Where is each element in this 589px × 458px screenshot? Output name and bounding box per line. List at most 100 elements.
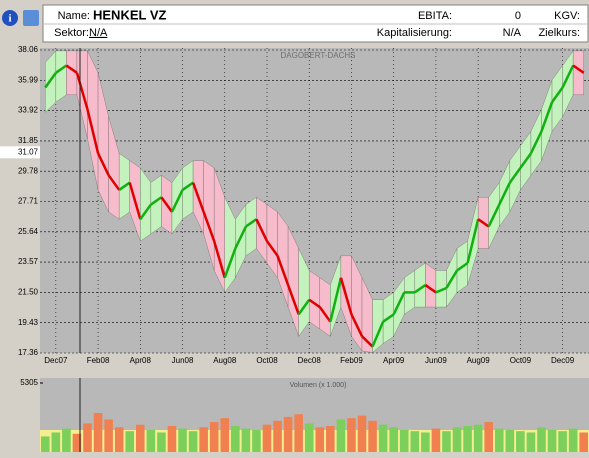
price-segment [118, 181, 131, 191]
volume-bar [484, 422, 493, 452]
volume-bar [547, 429, 557, 452]
price-segment [508, 167, 522, 184]
price-segment [456, 262, 469, 272]
price-segment [96, 152, 110, 176]
band-segment [573, 50, 584, 95]
price-segment [65, 64, 78, 74]
price-segment [414, 284, 427, 294]
refresh-icon[interactable] [23, 10, 39, 26]
x-tick-label: Feb09 [340, 356, 363, 365]
volume-bar [431, 428, 441, 452]
volume-bar [505, 429, 515, 452]
volume-bar [473, 424, 483, 452]
price-segment [160, 196, 173, 213]
volume-bar [410, 431, 420, 452]
price-segment [529, 130, 543, 154]
volume-bar [357, 415, 367, 452]
volume-bar [516, 431, 525, 452]
price-segment [519, 152, 532, 169]
price-segment [561, 64, 575, 89]
price-segment [382, 313, 395, 323]
volume-bar [336, 419, 346, 452]
marker-label: 31.07 [18, 147, 39, 156]
volume-bar [262, 424, 272, 452]
volume-bar [494, 428, 504, 452]
price-segment [551, 86, 564, 103]
volume-bar [104, 419, 113, 452]
x-tick-label: Oct09 [510, 356, 532, 365]
volume-bar [283, 416, 293, 452]
price-segment [445, 269, 459, 289]
volume-bar [209, 422, 219, 452]
volume-bar [125, 431, 135, 452]
price-segment [276, 255, 290, 286]
volume-bar [452, 427, 462, 452]
volume-bar [220, 418, 230, 452]
volume-bar [241, 428, 251, 452]
volume-bar [315, 427, 325, 452]
price-segment [361, 335, 374, 348]
y-tick-label: 19.43 [18, 318, 39, 327]
info-glyph: i [8, 13, 11, 25]
x-tick-label: Dec09 [551, 356, 575, 365]
x-tick-label: Apr08 [130, 356, 152, 365]
price-segment [318, 306, 332, 323]
kap-value: N/A [503, 27, 522, 39]
price-segment [424, 284, 437, 294]
volume-band [40, 430, 589, 452]
volume-bar [41, 436, 50, 452]
price-segment [202, 211, 216, 242]
volume-bar [93, 412, 103, 452]
info-icon[interactable] [2, 10, 18, 26]
price-segment [191, 182, 205, 213]
name-label: Name: [58, 10, 90, 22]
volume-bar [167, 425, 177, 452]
y-tick-label: 23.57 [18, 257, 39, 266]
volume-bar [389, 427, 398, 452]
price-segment [213, 240, 226, 279]
volume-bar [526, 432, 536, 452]
price-segment [477, 218, 490, 228]
y-tick-label: 25.64 [18, 227, 39, 236]
y-tick-label: 31.85 [18, 136, 39, 145]
price-segment [329, 277, 343, 322]
volume-bar [326, 425, 335, 452]
price-segment [128, 182, 142, 220]
y-tick-label: 5305 [20, 378, 38, 387]
price-segment [286, 284, 300, 315]
price-segment [223, 248, 237, 279]
price-segment [245, 218, 258, 228]
price-segment [255, 218, 269, 242]
price-segment [392, 291, 406, 315]
volume-bar [304, 423, 314, 452]
price-segment [540, 101, 554, 132]
y-tick-label: 33.92 [18, 106, 39, 115]
band-segment [319, 277, 331, 337]
stock-name: HENKEL VZ [93, 7, 166, 22]
price-segment [308, 298, 321, 309]
x-tick-label: Jun08 [172, 356, 194, 365]
y-tick-label: 27.71 [18, 197, 39, 206]
volume-bar [188, 431, 198, 452]
price-segment [139, 203, 152, 220]
zielkurs-label: Zielkurs: [538, 27, 580, 39]
price-segment [466, 218, 480, 264]
price-segment [55, 64, 68, 74]
y-tick-label: 38.06 [18, 45, 39, 54]
volume-bar [252, 429, 261, 452]
volume-bar [378, 424, 388, 452]
kgv-label: KGV: [554, 10, 580, 22]
x-tick-label: Jun09 [425, 356, 447, 365]
sektor-link[interactable]: N/A [89, 27, 108, 39]
y-tick-label: 29.78 [18, 166, 39, 175]
price-segment [572, 64, 585, 74]
band-segment [55, 50, 67, 103]
volume-bar [568, 428, 578, 452]
price-segment [487, 204, 501, 228]
price-segment [435, 286, 447, 294]
volume-bar [72, 433, 82, 452]
price-segment [181, 181, 194, 191]
volume-bar [231, 425, 240, 452]
volume-bar [199, 427, 208, 452]
